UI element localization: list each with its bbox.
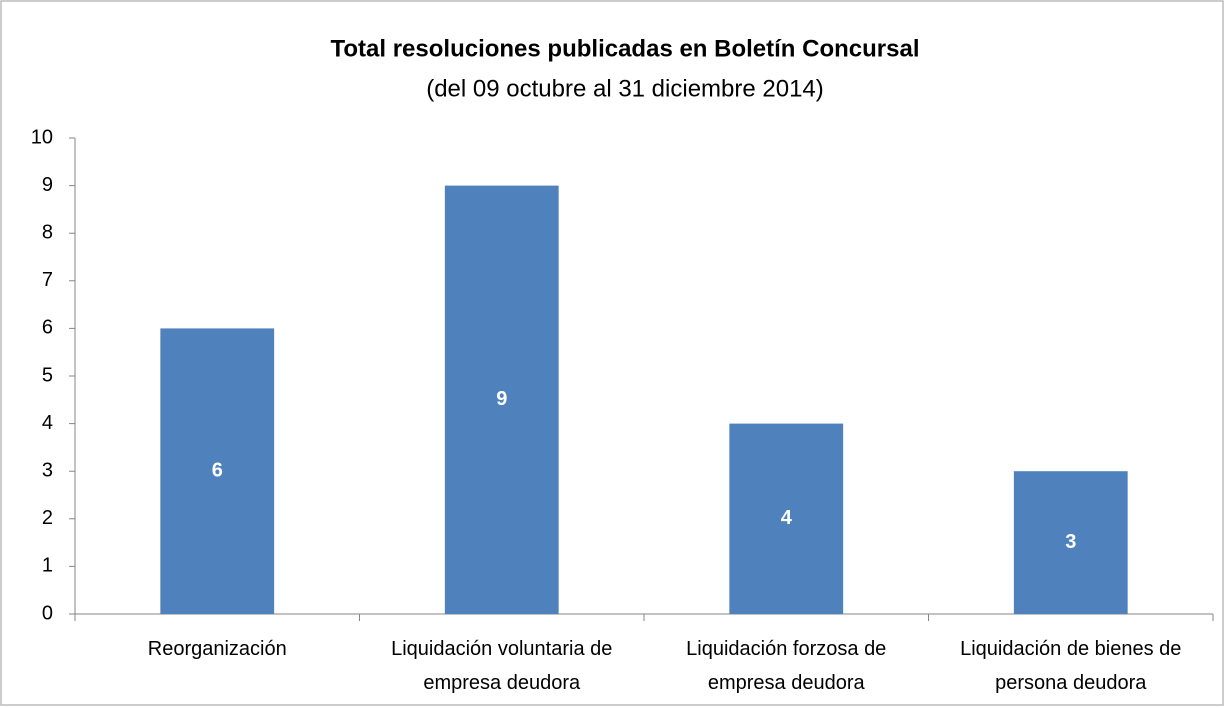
y-tick-label: 5 <box>42 364 53 386</box>
x-tick-label: Liquidación forzosa de empresa deudora <box>686 638 886 694</box>
y-tick-label: 9 <box>42 174 53 196</box>
y-tick-label: 8 <box>42 221 53 243</box>
y-tick-label: 2 <box>42 507 53 529</box>
y-tick-label: 4 <box>42 412 53 434</box>
y-tick-label: 6 <box>42 317 53 339</box>
y-tick-label: 0 <box>42 602 53 624</box>
y-tick-label: 3 <box>42 459 53 481</box>
data-label: 6 <box>212 459 223 481</box>
y-tick-label: 1 <box>42 555 53 577</box>
bar <box>160 328 275 614</box>
bar <box>444 185 559 614</box>
y-tick-label: 10 <box>31 126 53 148</box>
x-tick-label: Liquidación voluntaria de empresa deudora <box>391 638 612 694</box>
data-label: 3 <box>1065 531 1076 553</box>
x-tick-label: Liquidación de bienes de persona deudora <box>960 638 1181 694</box>
chart-title: Total resoluciones publicadas en Boletín… <box>330 35 919 62</box>
x-tick-label: Reorganización <box>148 638 287 660</box>
y-tick-label: 7 <box>42 269 53 291</box>
bar <box>729 423 844 614</box>
chart-subtitle: (del 09 octubre al 31 diciembre 2014) <box>426 75 824 102</box>
data-label: 9 <box>496 388 507 410</box>
bar <box>1013 471 1128 614</box>
data-label: 4 <box>781 507 793 529</box>
